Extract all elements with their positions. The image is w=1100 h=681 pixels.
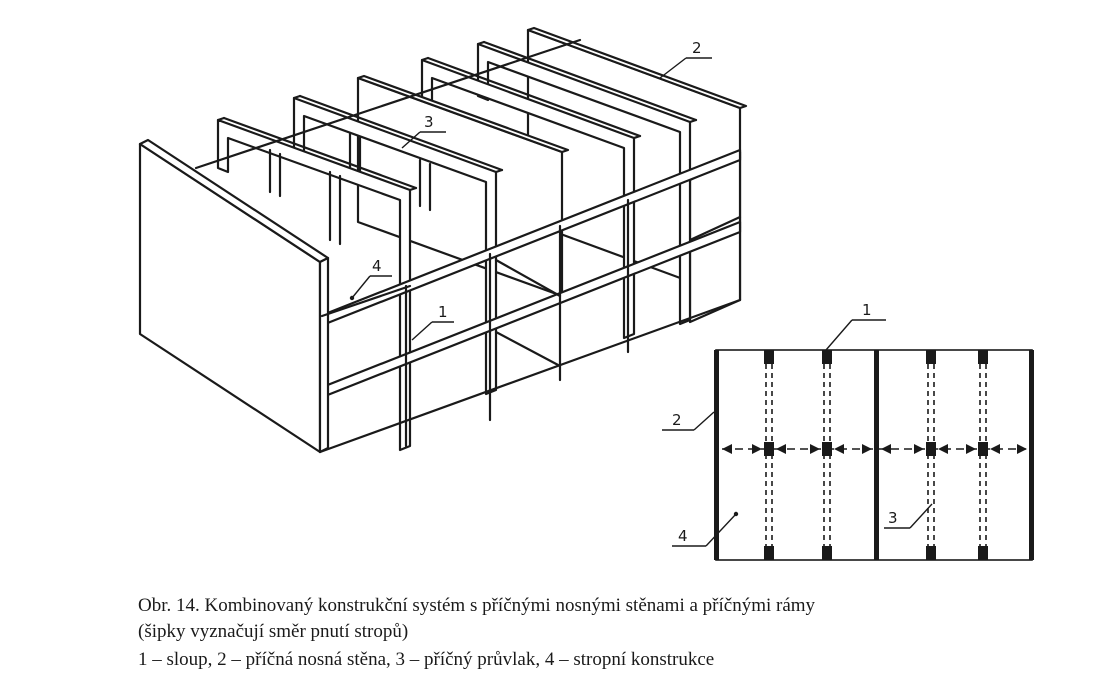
plan-label-4: 4	[672, 511, 739, 547]
iso-label-4-text: 4	[372, 257, 382, 275]
plan-label-2: 2	[662, 411, 715, 431]
iso-label-1: 1	[411, 303, 454, 341]
top-floor-edges	[194, 38, 582, 318]
iso-label-2-text: 2	[692, 39, 702, 57]
iso-label-2: 2	[659, 39, 712, 79]
isometric-view: 2 3 4 1	[138, 26, 748, 454]
plan-label-1-text: 1	[862, 301, 872, 319]
transverse-frame-6	[476, 40, 698, 326]
iso-label-3: 3	[401, 113, 446, 149]
plan-label-2-text: 2	[672, 411, 682, 429]
plan-wall-right	[1029, 350, 1034, 560]
plan-label-4-text: 4	[678, 527, 688, 545]
plan-wall-middle	[874, 350, 879, 560]
plan-label-3: 3	[884, 503, 933, 529]
plan-view: 1 2 3 4	[662, 301, 1034, 561]
transverse-frame-2	[216, 116, 418, 452]
transverse-bearing-wall-front	[138, 138, 330, 454]
caption-line-2: (šipky vyznačují směr pnutí stropů)	[138, 621, 409, 642]
plan-label-3-text: 3	[888, 509, 898, 527]
plan-label-1: 1	[825, 301, 886, 351]
plan-frames	[764, 350, 988, 560]
caption-line-1: Obr. 14. Kombinovaný konstrukční systém …	[138, 595, 816, 616]
span-direction-arrows	[722, 444, 1027, 454]
iso-label-1-text: 1	[438, 303, 448, 321]
plan-wall-left	[714, 350, 719, 560]
caption-line-3: 1 – sloup, 2 – příčná nosná stěna, 3 – p…	[138, 649, 715, 670]
iso-label-3-text: 3	[424, 113, 434, 131]
iso-label-4: 4	[349, 257, 392, 301]
